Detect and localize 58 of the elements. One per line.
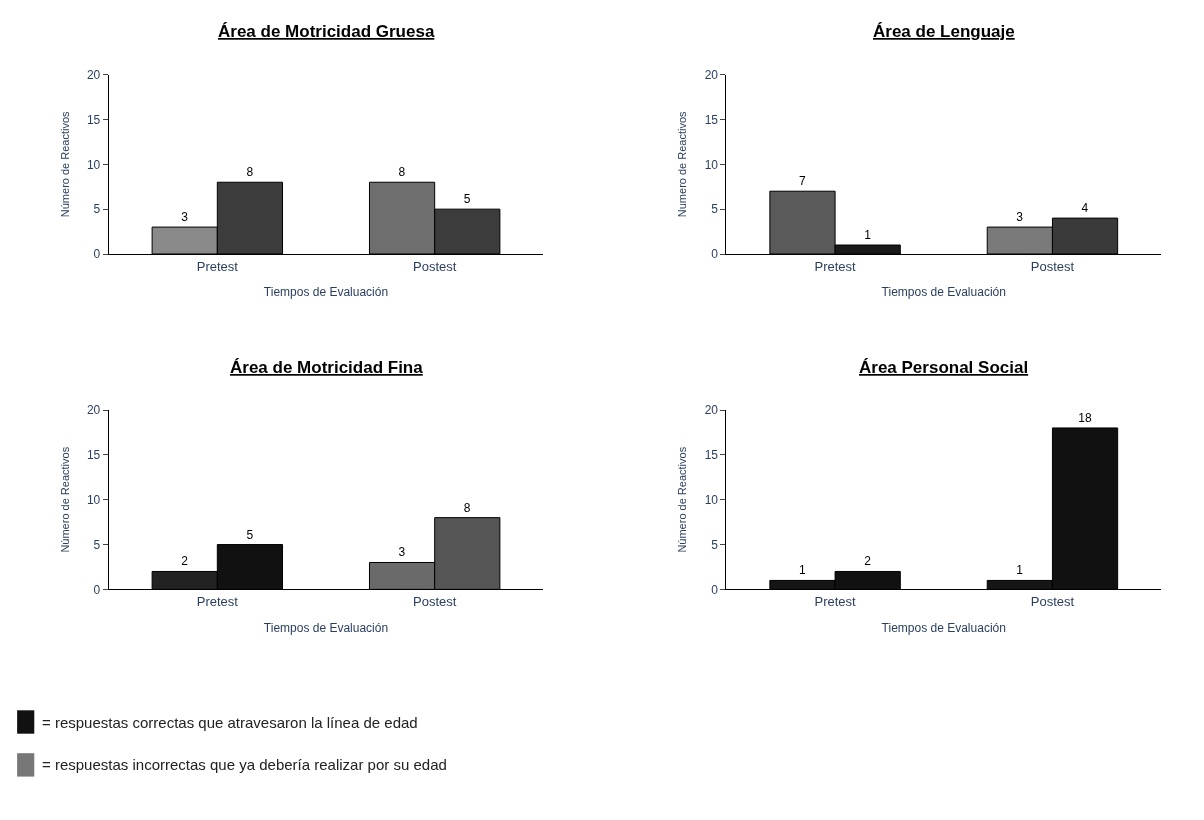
y-axis-title: Número de Reactivos — [58, 110, 71, 218]
text: = respuestas incorrectas que ya debería realizar por su edad — [42, 756, 447, 773]
y-tick-label: 0 — [711, 582, 719, 597]
y-tick-label: 20 — [704, 403, 719, 418]
data-label: 1 — [798, 563, 806, 578]
data-label: 5 — [463, 192, 471, 207]
x-axis-title: Tiempos de Evaluación — [263, 285, 389, 300]
y-tick-label: 0 — [93, 247, 101, 262]
y-tick-label: 10 — [86, 492, 101, 507]
data-label: 8 — [398, 165, 406, 180]
data-label: 3 — [398, 545, 406, 560]
data-label: 3 — [181, 210, 189, 225]
data-label: 3 — [1016, 210, 1024, 225]
y-tick-label: 15 — [86, 448, 101, 463]
data-label: 8 — [246, 165, 254, 180]
y-axis-title: Número de Reactivos — [58, 446, 71, 553]
chart-title: Área de Motricidad Fina — [230, 358, 424, 377]
data-label: 7 — [798, 174, 806, 189]
y-axis-title: Numero de Reactivos — [676, 110, 689, 218]
y-tick-label: 20 — [86, 403, 101, 418]
chart-title: Área de Lenguaje — [873, 22, 1015, 41]
text: = respuestas correctas que atravesaron la línea de edad — [42, 714, 418, 731]
y-tick-label: 15 — [704, 448, 719, 463]
x-tick-label: Postest — [413, 594, 457, 609]
y-tick-label: 5 — [711, 202, 719, 217]
y-tick-label: 10 — [704, 157, 719, 172]
y-tick-label: 10 — [86, 157, 101, 172]
data-label: 5 — [246, 527, 254, 542]
y-tick-label: 5 — [93, 537, 101, 552]
data-label: 1 — [1016, 563, 1024, 578]
y-tick-label: 5 — [93, 202, 101, 217]
y-axis-title: Número de Reactivos — [676, 446, 689, 553]
data-label: 8 — [463, 500, 471, 515]
y-tick-label: 5 — [711, 537, 719, 552]
x-axis-title: Tiempos de Evaluación — [881, 620, 1006, 635]
x-tick-label: Pretest — [196, 258, 239, 274]
y-tick-label: 0 — [93, 582, 101, 597]
x-tick-label: Postest — [1030, 594, 1075, 609]
chart-title: Área Personal Social — [859, 358, 1029, 377]
x-tick-label: Pretest — [814, 258, 857, 274]
data-label: 2 — [181, 554, 189, 569]
data-label: 2 — [864, 554, 872, 569]
x-axis-title: Tiempos de Evaluación — [881, 285, 1006, 300]
y-tick-label: 20 — [86, 67, 101, 82]
data-label: 1 — [864, 228, 872, 243]
x-tick-label: Pretest — [196, 594, 239, 609]
y-tick-label: 15 — [704, 112, 719, 127]
x-tick-label: Pretest — [814, 594, 857, 609]
x-axis-title: Tiempos de Evaluación — [263, 620, 389, 635]
x-tick-label: Postest — [413, 258, 457, 274]
data-label: 4 — [1081, 201, 1089, 216]
y-tick-label: 15 — [86, 112, 101, 127]
y-tick-label: 20 — [704, 67, 719, 82]
data-label: 18 — [1078, 410, 1092, 425]
y-tick-label: 10 — [704, 492, 719, 507]
chart-title: Área de Motricidad Gruesa — [218, 22, 435, 41]
x-tick-label: Postest — [1030, 258, 1075, 274]
y-tick-label: 0 — [711, 247, 719, 262]
